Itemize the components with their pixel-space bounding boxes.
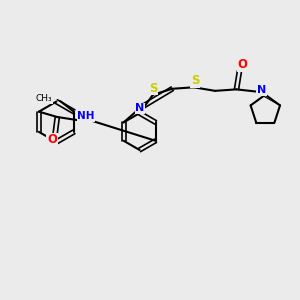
Text: CH₃: CH₃: [36, 94, 52, 103]
Text: O: O: [237, 58, 248, 71]
Text: O: O: [47, 134, 57, 146]
Text: S: S: [191, 74, 200, 87]
Text: N: N: [135, 103, 145, 113]
Text: NH: NH: [77, 111, 94, 121]
Text: S: S: [149, 82, 157, 95]
Text: N: N: [257, 85, 266, 95]
